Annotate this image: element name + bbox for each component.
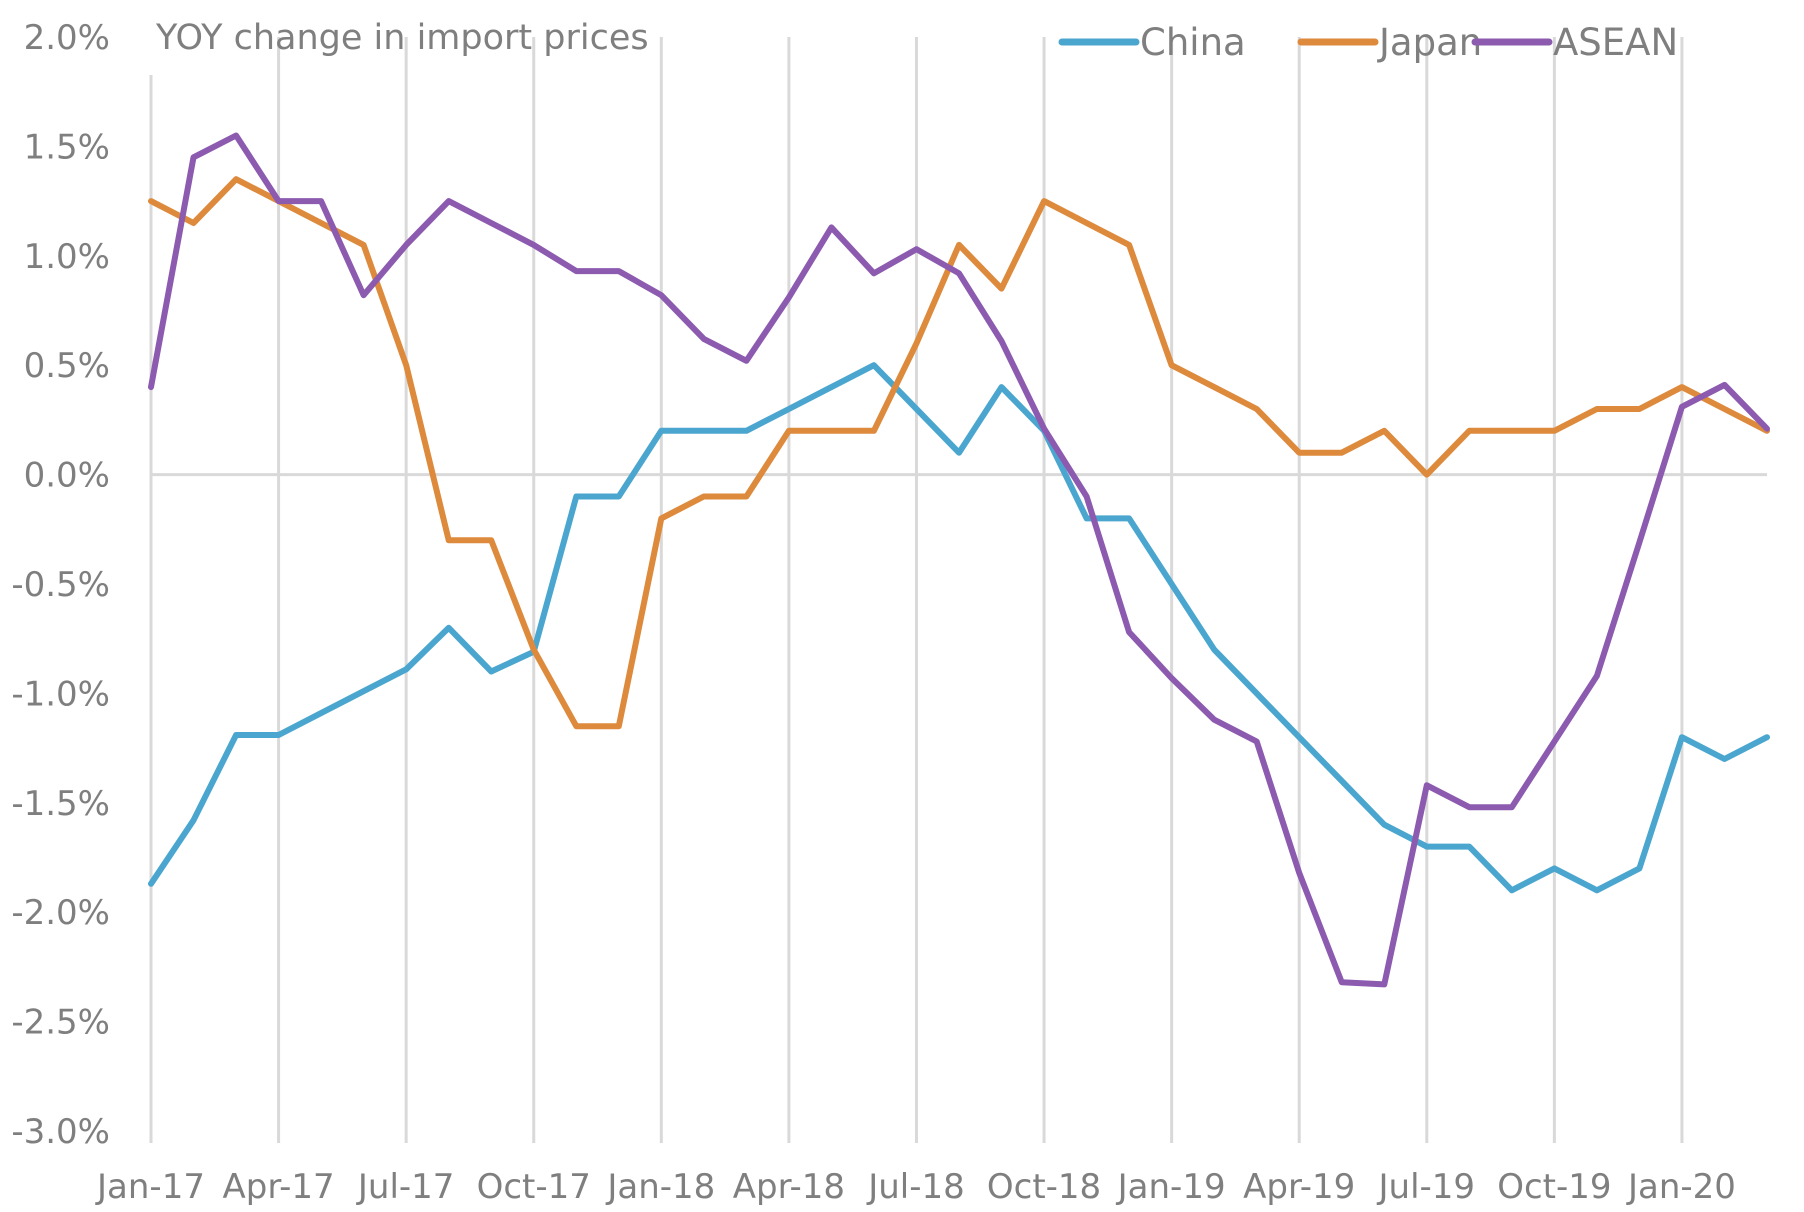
chart-title: YOY change in import prices bbox=[155, 18, 649, 58]
x-tick-label: Oct-18 bbox=[987, 1167, 1101, 1207]
x-tick-label: Oct-19 bbox=[1497, 1167, 1611, 1207]
x-tick-label: Jul-18 bbox=[866, 1167, 965, 1207]
legend-item-china: China bbox=[1058, 21, 1246, 64]
x-axis: Jan-17 Apr-17 Jul-17 Oct-17 Jan-18 Apr-18 Jul-… bbox=[95, 1167, 1736, 1207]
legend-item-asean: ASEAN bbox=[1471, 21, 1678, 64]
y-tick-label: 1.5% bbox=[24, 127, 110, 167]
gridlines bbox=[149, 37, 1767, 1143]
x-tick-label: Apr-19 bbox=[1243, 1167, 1355, 1207]
y-tick-label: 0.0% bbox=[24, 456, 110, 496]
y-tick-label: 2.0% bbox=[24, 18, 110, 58]
x-tick-label: Jan-18 bbox=[605, 1167, 715, 1207]
legend-label: China bbox=[1140, 21, 1246, 64]
y-tick-label: -3.0% bbox=[11, 1112, 110, 1152]
series-line-china bbox=[148, 362, 1770, 894]
y-axis: 2.0% 1.5% 1.0% 0.5% 0.0% -0.5% -1.0% -1.5% -2.0%… bbox=[11, 18, 110, 1152]
x-tick-label: Jan-19 bbox=[1116, 1167, 1226, 1207]
y-tick-label: -2.0% bbox=[11, 893, 110, 933]
y-tick-label: -2.5% bbox=[11, 1003, 110, 1043]
series-line-japan bbox=[148, 176, 1770, 730]
legend: China Japan ASEAN bbox=[1058, 21, 1678, 64]
x-tick-label: Apr-18 bbox=[733, 1167, 845, 1207]
x-tick-label: Jul-17 bbox=[356, 1167, 455, 1207]
legend-item-japan: Japan bbox=[1297, 21, 1482, 64]
y-tick-label: -0.5% bbox=[11, 565, 110, 605]
legend-label: ASEAN bbox=[1553, 21, 1678, 64]
series-lines bbox=[148, 132, 1770, 988]
x-tick-label: Apr-17 bbox=[222, 1167, 334, 1207]
x-tick-label: Jul-19 bbox=[1377, 1167, 1476, 1207]
x-tick-label: Jan-17 bbox=[95, 1167, 205, 1207]
y-tick-label: -1.5% bbox=[11, 784, 110, 824]
x-tick-label: Jan-20 bbox=[1626, 1167, 1736, 1207]
series-line-asean bbox=[148, 132, 1770, 988]
y-tick-label: 0.5% bbox=[24, 346, 110, 386]
y-tick-label: -1.0% bbox=[11, 674, 110, 714]
legend-label: Japan bbox=[1377, 21, 1482, 64]
x-tick-label: Oct-17 bbox=[477, 1167, 591, 1207]
y-tick-label: 1.0% bbox=[24, 237, 110, 277]
